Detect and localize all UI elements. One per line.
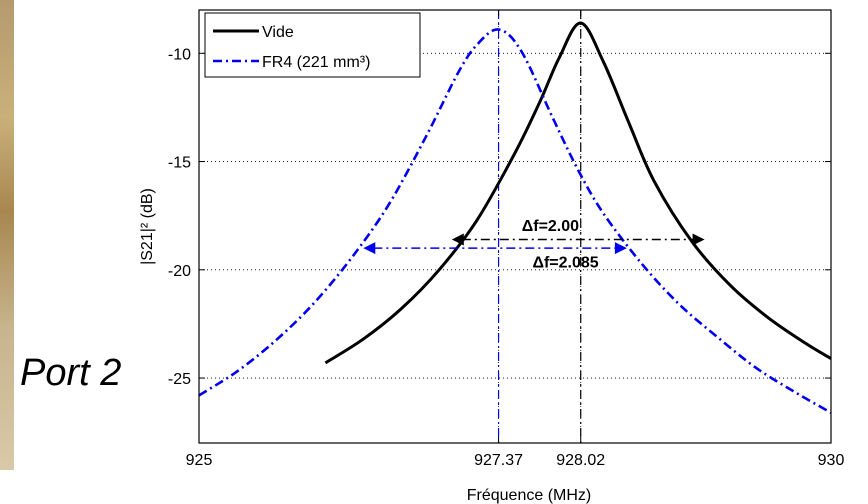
y-tick-label: -15 (168, 155, 191, 172)
legend-label-1: FR4 (221 mm³) (262, 54, 370, 71)
x-tick-label: 928.02 (556, 452, 605, 469)
arrowhead-left-0 (451, 233, 464, 246)
series-group (198, 21, 832, 414)
annotations: Δf=2.00 Δf=2.085 (363, 218, 705, 272)
y-tick-label: -10 (168, 46, 191, 63)
x-tick-label: 927.37 (474, 452, 523, 469)
series-line-1 (198, 28, 832, 414)
y-tick-label: -20 (168, 263, 191, 280)
y-tick-label: -25 (168, 371, 191, 388)
plot-frame (198, 9, 832, 444)
delta-label-1: Δf=2.085 (532, 255, 598, 272)
y-axis-title: |S21|² (dB) (139, 188, 156, 265)
ticks: 925 927.37 928.02 930 -25 -20 -15 -10 (168, 10, 845, 469)
reference-lines (497, 10, 582, 443)
background-photo-strip (0, 0, 14, 470)
arrowhead-right-1 (614, 242, 627, 255)
series-line-0 (324, 21, 832, 365)
x-tick-label: 925 (186, 452, 213, 469)
delta-label-0: Δf=2.00 (522, 218, 579, 235)
arrowhead-right-0 (692, 233, 705, 246)
arrowhead-left-1 (363, 242, 376, 255)
x-axis-title: Fréquence (MHz) (467, 487, 591, 504)
x-tick-label: 930 (818, 452, 845, 469)
legend-label-0: Vide (262, 24, 294, 41)
legend: Vide FR4 (221 mm³) (204, 12, 421, 78)
legend-box (204, 12, 421, 78)
port-label: Port 2 (20, 352, 122, 394)
